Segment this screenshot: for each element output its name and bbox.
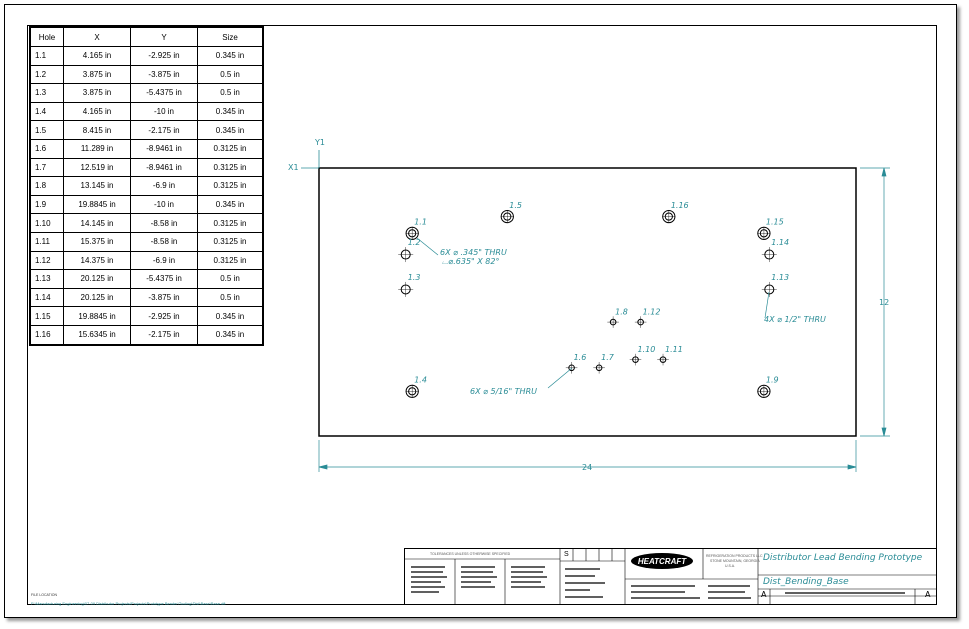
table-row: 1.16 15.6345 in -2.175 in 0.345 in	[29, 324, 264, 346]
part-outline	[318, 167, 857, 437]
cell-y: -8.9461 in	[130, 157, 198, 178]
company-line-1: REFRIGERATION PRODUCTS LLC	[706, 554, 763, 558]
hole-1.9: 1.9	[757, 376, 779, 398]
hole-label: 1.1	[414, 218, 427, 227]
cell-y: -2.175 in	[130, 324, 198, 346]
hole-label: 1.7	[601, 353, 615, 362]
hole-1.8: 1.8	[607, 307, 628, 328]
table-row: 1.11 15.375 in -8.58 in 0.3125 in	[29, 231, 264, 252]
logo-text: HEATCRAFT	[638, 557, 687, 566]
callout-countersink-detail: ⌴⌀.635" X 82°	[442, 257, 499, 266]
cell-size: 0.345 in	[197, 324, 264, 346]
hole-label: 1.10	[637, 345, 655, 354]
width-dimension-value: 24	[582, 463, 592, 472]
drawing-title: Distributor Lead Bending Prototype	[763, 553, 923, 563]
hole-label: 1.8	[615, 307, 628, 316]
hole-label: 1.16	[671, 201, 689, 210]
table-row: 1.14 20.125 in -3.875 in 0.5 in	[29, 287, 264, 308]
hole-1.10: 1.10	[629, 345, 655, 366]
hole-label: 1.6	[574, 353, 587, 362]
drawing-name: Dist_Bending_Base	[763, 577, 849, 587]
callout-five-sixteenths-holes: 6X ⌀ 5/16" THRU	[470, 387, 537, 396]
hole-1.1: 1.1	[405, 218, 427, 240]
holes-group: 1.1 1.2 1.3 1.4 1.5 1.6 1.7 1.8 1.9 1.10 1.11 1.12 1…	[398, 201, 789, 398]
company-line-3: U.S.A.	[725, 564, 736, 568]
hole-label: 1.14	[771, 238, 789, 247]
company-line-2: STONE MOUNTAIN, GEORGIA	[710, 559, 760, 563]
hole-1.16: 1.16	[662, 201, 689, 224]
cell-y: -6.9 in	[130, 250, 198, 271]
table-row: 1.15 19.8845 in -2.925 in 0.345 in	[29, 306, 264, 326]
cell-hole: 1.12	[29, 250, 64, 271]
hole-1.7: 1.7	[593, 353, 615, 374]
table-row: 1.7 12.519 in -8.9461 in 0.3125 in	[29, 157, 264, 178]
file-path: P:\Manufacturing Engineering\07-09 Distr…	[31, 601, 226, 606]
axis-x-label: X1	[288, 163, 299, 172]
hole-1.4: 1.4	[405, 376, 427, 398]
table-row: 1.3 3.875 in -5.4375 in 0.5 in	[29, 83, 264, 103]
size-letter: S	[564, 551, 569, 558]
hole-1.2: 1.2	[398, 238, 421, 263]
hole-1.11: 1.11	[657, 345, 683, 366]
hole-label: 1.5	[509, 201, 522, 210]
hole-1.6: 1.6	[565, 353, 587, 374]
callout-half-inch-holes: 4X ⌀ 1/2" THRU	[764, 315, 826, 324]
sheet-size: A	[761, 590, 767, 599]
title-block-grid: HEATCRAFT	[405, 549, 936, 604]
hole-1.13: 1.13	[761, 273, 789, 297]
callout-countersink-holes: 6X ⌀ .345" THRU	[440, 248, 507, 257]
axis-y-label: Y1	[314, 138, 325, 147]
height-dimension-value: 12	[879, 298, 889, 307]
cell-y: -5.4375 in	[130, 269, 198, 289]
file-location-label: FILE LOCATION	[31, 593, 57, 597]
hole-label: 1.12	[643, 307, 661, 316]
hole-label: 1.9	[766, 376, 779, 385]
cell-size: 0.5 in	[197, 287, 264, 308]
hole-label: 1.11	[665, 345, 683, 354]
cell-y: -8.58 in	[130, 231, 198, 252]
cell-hole: 1.14	[29, 287, 64, 308]
table-row: 1.13 20.125 in -5.4375 in 0.5 in	[29, 269, 264, 289]
height-dimension	[860, 167, 890, 437]
cell-size: 0.5 in	[197, 83, 264, 103]
hole-label: 1.3	[408, 273, 421, 282]
cell-x: 15.6345 in	[63, 324, 131, 346]
title-block: HEATCRAFT TOLERANCES UNLESS OTHERWISE SP…	[404, 548, 937, 605]
hole-1.5: 1.5	[500, 201, 522, 224]
cell-size: 0.3125 in	[197, 157, 264, 178]
tolerance-header: TOLERANCES UNLESS OTHERWISE SPECIFIED	[430, 552, 511, 556]
cell-size: 0.5 in	[197, 269, 264, 289]
hole-1.12: 1.12	[634, 307, 661, 328]
hole-label: 1.4	[414, 376, 427, 385]
width-dimension	[318, 440, 857, 472]
callout-leaders	[416, 237, 770, 389]
table-row: 1.4 4.165 in -10 in 0.345 in	[29, 101, 264, 122]
hole-label: 1.15	[766, 218, 784, 227]
cell-y: -3.875 in	[130, 287, 198, 308]
table-row: 1.8 13.145 in -6.9 in 0.3125 in	[29, 176, 264, 196]
table-row: 1.6 11.289 in -8.9461 in 0.3125 in	[29, 138, 264, 159]
hole-1.3: 1.3	[398, 273, 420, 297]
hole-label: 1.13	[771, 273, 789, 282]
heatcraft-logo	[631, 553, 693, 569]
cell-size: 0.3125 in	[197, 250, 264, 271]
table-row: 1.12 14.375 in -6.9 in 0.3125 in	[29, 250, 264, 271]
hole-label: 1.2	[408, 238, 421, 247]
hole-table: Hole X Y Size 1.1 4.165 in -2.925 in 0.345 …	[29, 26, 264, 346]
hole-1.15: 1.15	[757, 218, 784, 240]
revision: A	[925, 590, 931, 599]
hole-1.14: 1.14	[761, 238, 789, 263]
